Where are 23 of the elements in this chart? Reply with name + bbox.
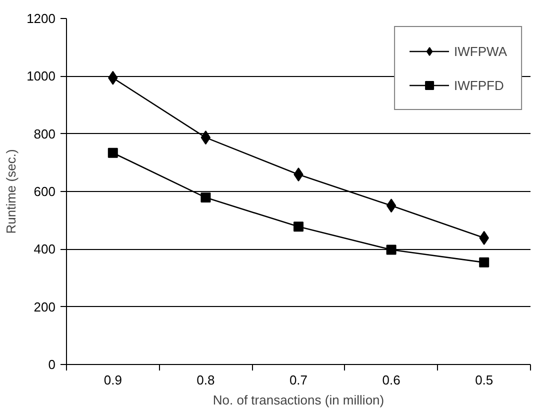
- x-tick-label: 0.6: [382, 372, 400, 388]
- point: [108, 148, 118, 158]
- y-tick-label: 0: [48, 357, 56, 372]
- y-axis-title: Runtime (sec.): [4, 149, 19, 234]
- point: [200, 192, 211, 203]
- y-tick-label: 1200: [26, 11, 56, 26]
- x-axis-title: No. of transactions (in million): [212, 392, 384, 408]
- legend-label: IWFPFD: [454, 78, 504, 92]
- x-tick-label: 0.8: [196, 372, 215, 388]
- point: [386, 198, 396, 213]
- x-tick-label: 0.5: [475, 372, 494, 388]
- point: [200, 130, 211, 145]
- y-tick-label: 600: [34, 184, 56, 199]
- y-tick-label: 200: [34, 299, 56, 314]
- x-tick-label: 0.7: [289, 372, 308, 388]
- point: [479, 257, 490, 268]
- point: [294, 222, 304, 232]
- x-tick-label: 0.9: [104, 372, 122, 388]
- y-tick-label: 800: [34, 126, 56, 142]
- y-tick-label: 400: [34, 242, 56, 257]
- y-tick-label: 1000: [26, 68, 56, 84]
- point: [386, 244, 396, 255]
- legend-label: IWFPWA: [454, 44, 507, 58]
